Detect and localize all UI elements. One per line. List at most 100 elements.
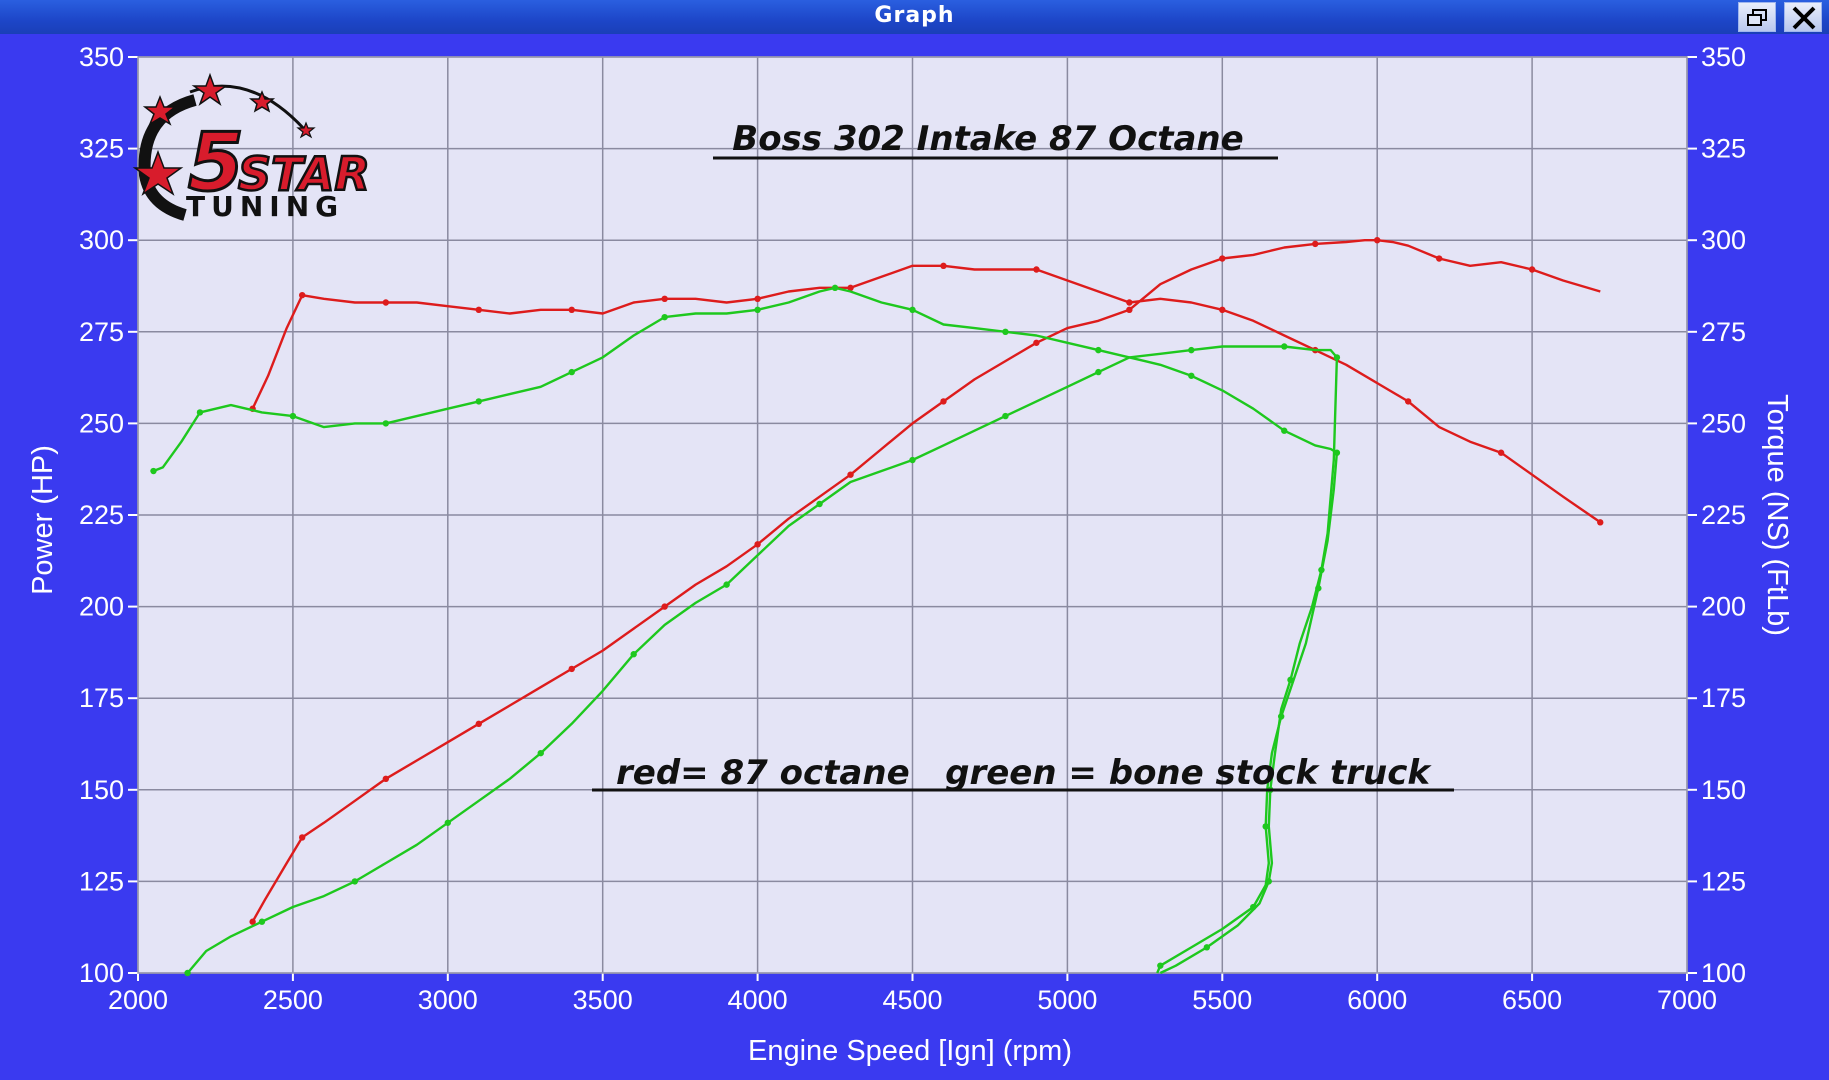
red-power-point — [382, 775, 390, 783]
green-power-point — [444, 819, 451, 826]
red-power-point — [475, 720, 482, 728]
green-torque-line — [153, 286, 1339, 974]
x-tick-label: 5500 — [1192, 985, 1252, 1015]
x-tick-label: 2000 — [108, 985, 168, 1015]
red-power-point — [1312, 240, 1319, 248]
y-tick-label-right: 150 — [1701, 775, 1746, 805]
y-tick-label-right: 200 — [1701, 592, 1746, 622]
series — [150, 237, 1604, 977]
red-power-point — [1528, 266, 1536, 273]
red-torque-point — [475, 306, 482, 314]
y-tick-label-left: 125 — [79, 866, 124, 896]
y-axis-label-right: Torque (NS) (FtLb) — [1761, 394, 1793, 636]
green-power-point — [184, 969, 191, 977]
red-torque-point — [382, 299, 390, 306]
y-tick-label-left: 175 — [79, 683, 124, 713]
green-power-point — [537, 749, 544, 757]
y-tick-label-right: 350 — [1701, 42, 1746, 72]
y-tick-label-left: 325 — [79, 134, 124, 164]
red-torque-line — [251, 264, 1601, 524]
star-icon — [132, 149, 184, 196]
green-torque-point — [1333, 449, 1341, 456]
red-power-point — [1374, 237, 1381, 244]
y-tick-label-right: 100 — [1701, 958, 1746, 988]
y-tick-label-left: 275 — [79, 317, 124, 347]
green-power-point — [258, 918, 266, 925]
axes: 2000 2500 3000 3500 4000 4500 5000 5500 6000 6500… — [79, 42, 1746, 1015]
green-torque-point — [150, 467, 157, 475]
legend-note: red= 87 octane green = bone stock truck — [616, 753, 1432, 793]
y-tick-label-left: 225 — [79, 500, 124, 530]
green-power-point — [1203, 944, 1211, 951]
x-tick-label: 3500 — [573, 985, 633, 1015]
y-tick-label-left: 250 — [79, 408, 124, 438]
x-tick-label: 3000 — [418, 985, 478, 1015]
five-star-tuning-logo: 5 STAR TUNING — [132, 72, 371, 223]
y-tick-label-left: 100 — [79, 958, 124, 988]
y-tick-label-left: 300 — [79, 225, 124, 255]
red-torque-point — [1497, 449, 1505, 456]
green-power-point — [723, 581, 730, 588]
red-power-point — [1435, 255, 1443, 262]
green-torque-point — [289, 412, 297, 420]
plot-border — [137, 56, 1688, 974]
green-power-point — [909, 456, 916, 464]
x-tick-label: 5000 — [1037, 985, 1097, 1015]
red-power-point — [249, 918, 256, 925]
red-torque-point — [754, 295, 761, 303]
green-power-point — [351, 878, 359, 885]
restore-button[interactable] — [1738, 2, 1776, 32]
y-axis-label-left: Power (HP) — [27, 445, 59, 595]
red-torque-point — [661, 295, 668, 303]
x-tick-label: 7000 — [1657, 985, 1717, 1015]
red-power-point — [1126, 306, 1133, 314]
green-torque-point — [1095, 346, 1102, 354]
green-power-point — [1281, 343, 1288, 350]
green-torque-point — [382, 420, 390, 427]
green-torque-point — [1277, 713, 1285, 720]
logo-number: 5 — [188, 116, 244, 209]
red-power-point — [661, 603, 668, 610]
green-torque-point — [568, 368, 575, 376]
star-icon — [248, 90, 276, 113]
y-tick-label-left: 350 — [79, 42, 124, 72]
red-torque-point — [1219, 306, 1226, 314]
y-tick-label-left: 200 — [79, 592, 124, 622]
close-button[interactable] — [1784, 2, 1822, 32]
red-power-point — [754, 541, 761, 548]
x-tick-label: 6000 — [1347, 985, 1407, 1015]
x-tick-label: 6500 — [1502, 985, 1562, 1015]
red-power-point — [1033, 339, 1040, 346]
y-tick-label-right: 225 — [1701, 500, 1746, 530]
y-tick-label-right: 300 — [1701, 225, 1746, 255]
green-torque-point — [1315, 585, 1322, 592]
close-icon — [1792, 6, 1816, 30]
red-torque-point — [1033, 266, 1040, 273]
green-torque-point — [1157, 962, 1164, 969]
green-torque-point — [196, 409, 204, 416]
green-torque-point — [909, 306, 916, 314]
y-tick-label-right: 250 — [1701, 408, 1746, 438]
green-torque-point — [754, 306, 761, 314]
green-torque-point — [831, 284, 839, 292]
restore-icon — [1747, 9, 1767, 26]
green-torque-point — [1188, 372, 1195, 379]
red-power-point — [940, 398, 947, 405]
green-power-line — [186, 345, 1339, 975]
y-tick-label-right: 275 — [1701, 317, 1746, 347]
red-power-point — [568, 665, 575, 673]
green-power-point — [816, 500, 823, 508]
logo-brand: STAR — [238, 147, 370, 201]
green-torque-point — [475, 398, 482, 405]
green-power-point — [630, 651, 637, 658]
green-power-point — [1188, 346, 1195, 354]
green-torque-point — [1002, 328, 1009, 335]
green-power-point — [1095, 368, 1102, 376]
red-torque-point — [1126, 299, 1133, 306]
window-title: Graph — [874, 3, 955, 28]
green-torque-point — [1262, 823, 1269, 830]
green-torque-point — [661, 313, 668, 321]
red-torque-point — [847, 284, 854, 292]
